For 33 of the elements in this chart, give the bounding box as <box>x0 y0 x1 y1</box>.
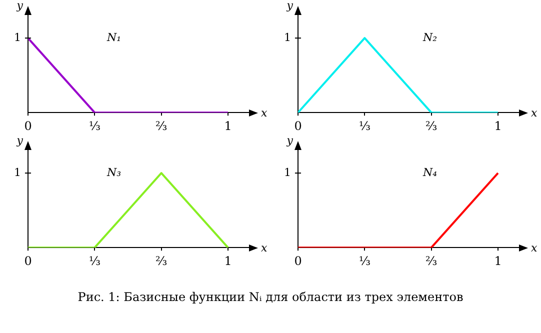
text: 1 <box>284 30 291 44</box>
x-tick-label: ⅓ <box>358 254 371 268</box>
x-tick-label: 1 <box>494 254 502 268</box>
text: Рис. 1: Базисные функции Nᵢ для области из трех элементов <box>76 290 464 304</box>
x-axis-title: x <box>261 241 268 254</box>
text: N₃ <box>106 166 122 179</box>
x-tick-label: ⅔ <box>426 254 438 268</box>
y-axis-title: y <box>286 0 294 12</box>
x-tick-label: ⅓ <box>358 118 371 133</box>
x-tick-label: ⅓ <box>88 254 101 268</box>
x-tick-label: 1 <box>224 118 232 133</box>
text: 1 <box>14 166 21 179</box>
x-tick-label: 0 <box>294 254 302 268</box>
x-tick-label: ⅔ <box>426 118 438 133</box>
text: 1 <box>284 166 291 179</box>
text: 1 <box>14 30 21 44</box>
x-tick-label: ⅔ <box>156 118 168 133</box>
y-axis-title: y <box>16 134 24 147</box>
text: N₄ <box>422 166 438 179</box>
x-axis-title: x <box>531 241 538 254</box>
x-tick-label: 1 <box>224 254 232 268</box>
x-tick-label: ⅓ <box>88 118 101 133</box>
x-axis-title: x <box>531 106 538 120</box>
text: N₁ <box>106 30 122 44</box>
y-axis-title: y <box>16 0 24 12</box>
x-tick-label: 0 <box>24 118 32 133</box>
x-axis-title: x <box>261 106 268 120</box>
x-tick-label: ⅔ <box>156 254 168 268</box>
x-tick-label: 0 <box>24 254 32 268</box>
y-axis-title: y <box>286 134 294 147</box>
text: N₂ <box>422 30 438 44</box>
x-tick-label: 1 <box>494 118 502 133</box>
x-tick-label: 0 <box>294 118 302 133</box>
